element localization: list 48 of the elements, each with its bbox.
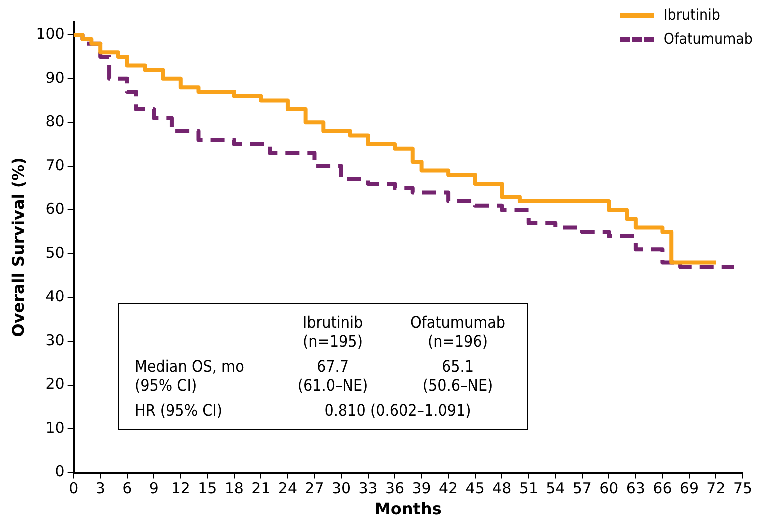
annotation: Ibrutinib (n=195) bbox=[302, 312, 364, 353]
annotation: Ofatumumab (n=196) bbox=[409, 312, 507, 353]
x-tick-label: 57 bbox=[572, 480, 592, 498]
x-tick-label: 51 bbox=[519, 480, 538, 498]
x-tick-label: 30 bbox=[332, 480, 352, 498]
annotation: 65.1 (50.6–NE) bbox=[422, 356, 494, 397]
x-tick-label: 18 bbox=[224, 480, 244, 498]
x-axis-title: Months bbox=[374, 500, 442, 519]
x-tick-label: 60 bbox=[600, 480, 619, 498]
x-tick-label: 45 bbox=[466, 480, 485, 498]
x-tick-label: 3 bbox=[96, 480, 106, 498]
y-tick-label: 70 bbox=[46, 156, 65, 174]
y-tick-label: 10 bbox=[46, 418, 65, 437]
x-tick-label: 6 bbox=[122, 480, 132, 498]
y-tick-label: 0 bbox=[55, 462, 65, 481]
y-tick-label: 100 bbox=[36, 25, 65, 44]
x-tick-label: 0 bbox=[69, 480, 79, 498]
x-tick-label: 15 bbox=[198, 480, 218, 498]
x-tick-label: 33 bbox=[358, 480, 378, 498]
x-tick-label: 27 bbox=[305, 480, 324, 498]
annotation: 0.810 (0.602–1.091) bbox=[324, 400, 472, 422]
annotation: 67.7 (61.0–NE) bbox=[296, 356, 370, 397]
annotation: HR (95% CI) bbox=[134, 400, 224, 422]
x-tick-label: 9 bbox=[149, 480, 159, 498]
x-tick-label: 12 bbox=[171, 480, 190, 498]
y-tick-label: 60 bbox=[46, 200, 65, 218]
y-tick-label: 80 bbox=[46, 112, 65, 131]
x-tick-label: 48 bbox=[492, 480, 512, 498]
y-tick-label: 20 bbox=[46, 375, 65, 394]
legend-label: Ibrutinib bbox=[664, 6, 720, 24]
y-tick-label: 40 bbox=[46, 288, 65, 306]
x-tick-label: 39 bbox=[412, 480, 432, 498]
x-tick-label: 54 bbox=[546, 480, 566, 498]
x-tick-label: 66 bbox=[653, 480, 672, 498]
x-tick-label: 24 bbox=[278, 480, 298, 498]
x-tick-label: 42 bbox=[439, 480, 458, 498]
y-axis-title: Overall Survival (%) bbox=[8, 158, 28, 338]
legend-label: Ofatumumab bbox=[664, 30, 753, 48]
x-tick-label: 21 bbox=[252, 480, 271, 498]
x-tick-label: 69 bbox=[680, 480, 700, 498]
x-tick-label: 75 bbox=[733, 480, 753, 498]
y-tick-label: 90 bbox=[46, 68, 65, 87]
x-tick-label: 72 bbox=[706, 480, 726, 498]
y-tick-label: 50 bbox=[46, 244, 65, 262]
x-tick-label: 63 bbox=[626, 480, 646, 498]
y-tick-label: 30 bbox=[46, 331, 65, 350]
x-tick-label: 36 bbox=[385, 480, 405, 498]
annotation: Median OS, mo (95% CI) bbox=[134, 356, 246, 397]
